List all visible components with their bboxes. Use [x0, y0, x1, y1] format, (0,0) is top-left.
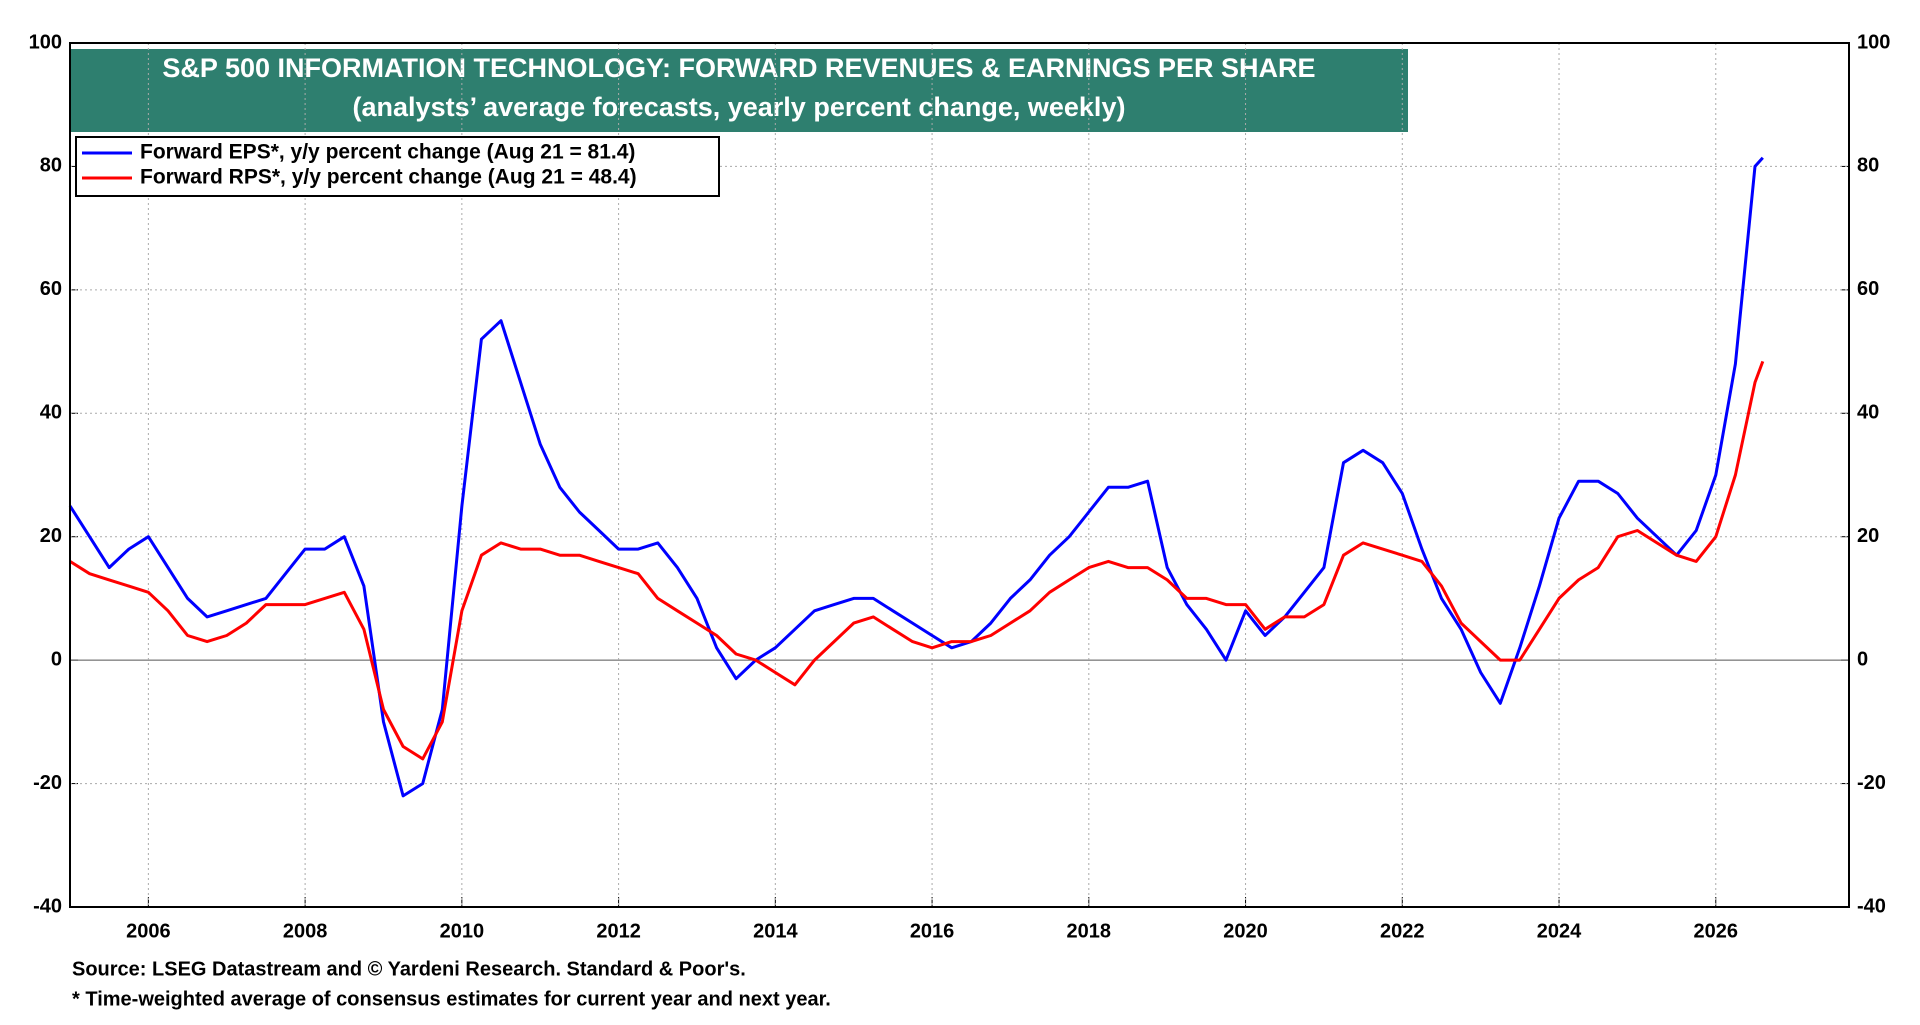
y2-tick-label: 0: [1857, 648, 1868, 670]
y2-tick-label: 80: [1857, 155, 1879, 177]
y-tick-label: -40: [33, 895, 62, 917]
y-tick-label: 0: [51, 648, 62, 670]
source: Source: LSEG Datastream and © Yardeni Re…: [72, 958, 746, 980]
x-tick-label: 2024: [1537, 920, 1582, 942]
footnote: * Time-weighted average of consensus est…: [72, 988, 831, 1010]
x-tick-label: 2012: [596, 920, 641, 942]
series-line: [69, 360, 1765, 761]
y-tick-label: -20: [33, 772, 62, 794]
plot-frame: [69, 42, 1850, 908]
legend-label: Forward RPS*, y/y percent change (Aug 21…: [140, 166, 637, 189]
y-tick-label: 60: [40, 278, 62, 300]
y-tick-label: 20: [40, 525, 62, 547]
y2-tick-label: 60: [1857, 278, 1879, 300]
x-tick-label: 2006: [126, 920, 171, 942]
y2-tick-label: 40: [1857, 402, 1879, 424]
series-line: [68, 156, 1764, 798]
x-tick-label: 2026: [1694, 920, 1739, 942]
y-tick-label: 100: [29, 31, 62, 53]
x-tick-label: 2014: [753, 920, 798, 942]
chart-title: S&P 500 INFORMATION TECHNOLOGY: FORWARD …: [162, 53, 1315, 83]
x-tick-label: 2008: [283, 920, 328, 942]
y2-tick-label: 100: [1857, 31, 1890, 53]
y-tick-label: 80: [40, 155, 62, 177]
y-tick-label: 40: [40, 402, 62, 424]
x-tick-label: 2016: [910, 920, 955, 942]
x-tick-label: 2020: [1223, 920, 1268, 942]
x-tick-label: 2010: [440, 920, 485, 942]
y2-tick-label: -40: [1857, 895, 1886, 917]
y2-tick-label: 20: [1857, 525, 1879, 547]
chart-subtitle: (analysts’ average forecasts, yearly per…: [353, 92, 1126, 122]
x-tick-label: 2018: [1067, 920, 1112, 942]
legend-label: Forward EPS*, y/y percent change (Aug 21…: [140, 141, 635, 164]
title-box: [70, 49, 1408, 132]
legend-box: [75, 136, 720, 197]
x-tick-label: 2022: [1380, 920, 1425, 942]
y2-tick-label: -20: [1857, 772, 1886, 794]
